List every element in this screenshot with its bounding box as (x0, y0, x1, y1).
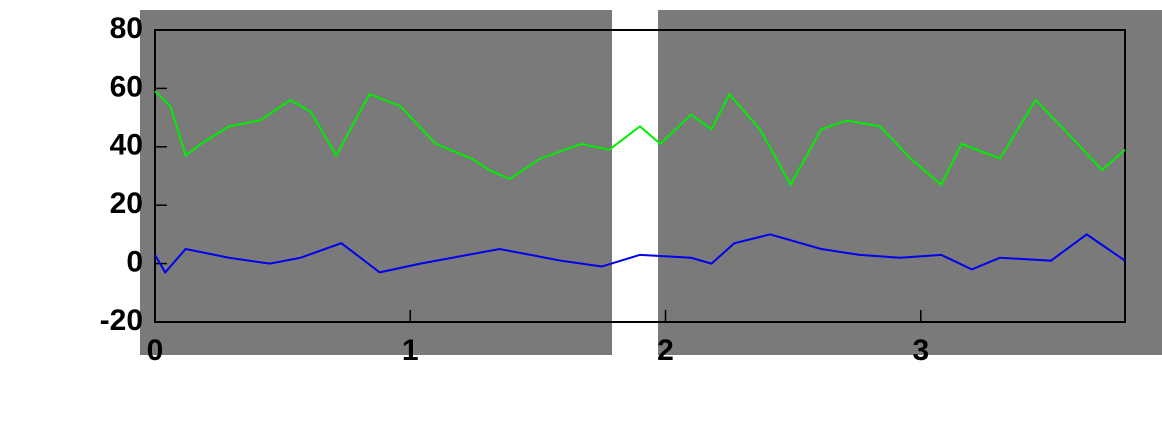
y-tick-label: 0 (126, 246, 143, 279)
y-tick-label: 40 (110, 129, 143, 162)
data-line (154, 90, 1126, 187)
x-tick-label: 0 (147, 334, 164, 367)
background-panel (658, 10, 1162, 355)
y-tick-label: 80 (110, 12, 143, 45)
x-tick-label: 3 (912, 334, 929, 367)
y-tick-label: 20 (110, 187, 143, 220)
x-tick-label: 2 (657, 334, 674, 367)
y-tick-label: -20 (100, 304, 143, 337)
plot-frame (154, 29, 1126, 323)
x-tick-label: 1 (402, 334, 419, 367)
background-panel (140, 10, 612, 355)
y-tick-label: 60 (110, 70, 143, 103)
data-line (154, 233, 1126, 275)
